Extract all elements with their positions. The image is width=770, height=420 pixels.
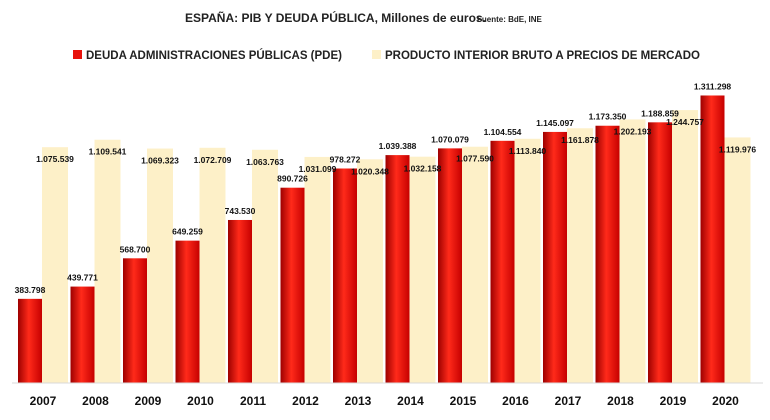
label-gdp-2012: 1.031.099	[299, 164, 337, 174]
label-debt-2008: 439.771	[67, 273, 98, 283]
label-gdp-2009: 1.069.323	[141, 156, 179, 166]
label-gdp-2015: 1.077.590	[456, 154, 494, 164]
legend-swatch-debt	[73, 50, 82, 59]
bar-gdp-2016	[514, 138, 541, 383]
chart-source: Fuente: BdE, INE	[477, 15, 543, 24]
label-debt-2013: 978.272	[330, 155, 361, 165]
bar-gdp-2007	[42, 147, 68, 383]
label-debt-2019: 1.188.859	[641, 108, 679, 118]
label-gdp-2014: 1.032.158	[404, 164, 442, 174]
bar-debt-2018	[595, 125, 620, 383]
bar-debt-2017	[543, 131, 567, 383]
bar-debt-2013	[333, 168, 357, 383]
x-tick-2010: 2010	[187, 394, 214, 408]
bar-gdp-2009	[147, 148, 173, 383]
bar-gdp-2018	[619, 119, 646, 383]
label-debt-2018: 1.173.350	[589, 112, 627, 122]
label-debt-2010: 649.259	[172, 227, 203, 237]
label-debt-2016: 1.104.554	[484, 127, 522, 137]
label-gdp-2020: 1.119.976	[719, 144, 757, 154]
bar-debt-2011	[228, 219, 252, 383]
bar-gdp-2014	[409, 156, 436, 383]
label-debt-2020: 1.311.298	[694, 81, 732, 91]
legend-label-debt: DEUDA ADMINISTRACIONES PÚBLICAS (PDE)	[86, 49, 342, 62]
bar-debt-2020	[700, 95, 725, 383]
label-gdp-2013: 1.020.348	[351, 166, 389, 176]
label-gdp-2017: 1.161.878	[561, 135, 599, 145]
bar-gdp-2019	[672, 110, 698, 383]
label-gdp-2011: 1.063.763	[246, 157, 284, 167]
bar-debt-2014	[385, 155, 410, 383]
bar-debt-2012	[280, 187, 305, 383]
x-tick-2011: 2011	[240, 394, 266, 408]
label-debt-2009: 568.700	[120, 244, 151, 254]
x-tick-2007: 2007	[30, 394, 57, 408]
bar-debt-2016	[490, 140, 515, 383]
label-debt-2014: 1.039.388	[379, 141, 417, 151]
label-gdp-2016: 1.113.840	[509, 146, 547, 156]
bar-gdp-2008	[94, 139, 121, 383]
bar-gdp-2020	[724, 137, 751, 383]
label-gdp-2019: 1.244.757	[666, 117, 704, 127]
legend: DEUDA ADMINISTRACIONES PÚBLICAS (PDE) PR…	[73, 49, 700, 62]
chart-title: ESPAÑA: PIB Y DEUDA PÚBLICA, Millones de…	[185, 10, 486, 25]
label-debt-2007: 383.798	[15, 285, 46, 295]
x-tick-2019: 2019	[660, 394, 687, 408]
label-debt-2015: 1.070.079	[431, 134, 469, 144]
bar-debt-2007	[18, 298, 42, 383]
bar-gdp-2017	[567, 128, 593, 383]
label-gdp-2007: 1.075.539	[36, 154, 74, 164]
bar-debt-2010	[175, 240, 200, 383]
label-gdp-2010: 1.072.709	[194, 155, 232, 165]
x-tick-2013: 2013	[345, 394, 372, 408]
bar-gdp-2010	[199, 147, 226, 383]
bar-gdp-2013	[357, 159, 383, 383]
plot-area: 383.798 1.075.539 2007 439.771 1.109.541 2008…	[12, 81, 763, 408]
x-tick-2020: 2020	[712, 394, 739, 408]
x-tick-2009: 2009	[135, 394, 162, 408]
label-debt-2011: 743.530	[225, 206, 256, 216]
x-tick-2012: 2012	[292, 394, 319, 408]
x-tick-2014: 2014	[397, 394, 424, 408]
x-tick-2017: 2017	[555, 394, 582, 408]
x-tick-2018: 2018	[607, 394, 634, 408]
label-debt-2017: 1.145.097	[536, 118, 574, 128]
x-tick-2016: 2016	[502, 394, 529, 408]
legend-label-gdp: PRODUCTO INTERIOR BRUTO A PRECIOS DE MER…	[385, 50, 700, 62]
x-tick-2008: 2008	[82, 394, 109, 408]
bar-debt-2008	[70, 286, 95, 383]
label-gdp-2008: 1.109.541	[89, 147, 127, 157]
bar-gdp-2015	[462, 146, 488, 383]
bar-gdp-2011	[252, 149, 278, 383]
bar-debt-2009	[123, 258, 147, 383]
label-debt-2012: 890.726	[277, 174, 308, 184]
bar-debt-2019	[648, 122, 672, 383]
legend-swatch-gdp	[372, 50, 381, 59]
bar-debt-2015	[438, 148, 462, 383]
x-tick-2015: 2015	[450, 394, 477, 408]
bar-gdp-2012	[304, 156, 331, 383]
label-gdp-2018: 1.202.193	[614, 126, 652, 136]
